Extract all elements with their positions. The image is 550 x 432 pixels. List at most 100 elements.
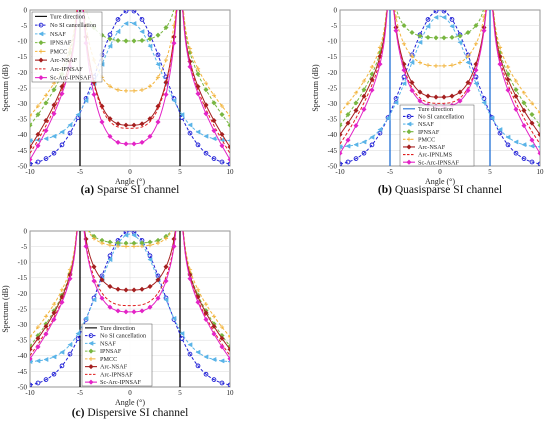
series-marker bbox=[203, 354, 209, 360]
series-marker bbox=[195, 287, 201, 292]
series-marker bbox=[513, 150, 519, 156]
series-marker bbox=[529, 120, 535, 126]
series-line bbox=[30, 231, 230, 338]
series-marker bbox=[115, 286, 121, 292]
series-marker bbox=[537, 161, 540, 166]
series-marker bbox=[361, 150, 367, 156]
chart-panel-1: -10 -5 0 5 100-5-10-15-20-25-30-35-40-45-50A… bbox=[1, 6, 234, 196]
series-marker bbox=[353, 142, 359, 148]
series-marker bbox=[345, 120, 351, 126]
series-marker bbox=[353, 100, 359, 106]
series-marker bbox=[377, 45, 383, 50]
series-marker bbox=[340, 132, 343, 138]
series-marker bbox=[139, 121, 145, 127]
series-marker bbox=[345, 112, 351, 118]
series-marker bbox=[211, 100, 217, 106]
series-marker bbox=[171, 243, 177, 249]
series-marker bbox=[211, 156, 217, 161]
x-tick-label: -5 bbox=[77, 168, 83, 176]
series-marker bbox=[369, 76, 375, 82]
series-marker bbox=[497, 45, 503, 50]
y-tick-label: -40 bbox=[18, 131, 28, 139]
series-marker bbox=[179, 112, 185, 118]
legend-entry: No SI cancellation bbox=[418, 114, 464, 121]
series-marker bbox=[123, 141, 129, 147]
legend-entry: Arc-NSAF bbox=[100, 364, 128, 371]
y-tick-label: 0 bbox=[24, 6, 28, 14]
series-marker bbox=[433, 63, 439, 68]
series-marker bbox=[147, 133, 153, 139]
series-marker bbox=[43, 156, 49, 161]
series-marker bbox=[211, 314, 217, 319]
legend-marker bbox=[88, 379, 94, 385]
series-marker bbox=[340, 110, 343, 115]
series-marker bbox=[75, 331, 81, 337]
series-marker bbox=[369, 71, 375, 77]
series-marker bbox=[30, 138, 33, 144]
series-marker bbox=[513, 78, 519, 84]
series-marker bbox=[123, 38, 129, 44]
y-tick-label: -5 bbox=[21, 22, 27, 30]
x-tick-label: -5 bbox=[77, 389, 83, 397]
x-tick-label: -5 bbox=[387, 168, 393, 176]
series-marker bbox=[91, 236, 97, 241]
x-tick-label: 10 bbox=[227, 168, 235, 176]
series-marker bbox=[195, 129, 201, 135]
series-marker bbox=[35, 344, 41, 350]
series-marker bbox=[425, 17, 431, 22]
series-marker bbox=[465, 54, 471, 59]
legend-entry: Ture direction bbox=[100, 325, 135, 332]
series-marker bbox=[131, 122, 137, 128]
series-marker bbox=[393, 28, 399, 34]
series-marker bbox=[195, 349, 201, 355]
series-marker bbox=[30, 157, 33, 163]
series-marker bbox=[340, 122, 343, 128]
series-marker bbox=[441, 10, 447, 14]
series-marker bbox=[473, 80, 479, 87]
y-tick-label: -35 bbox=[18, 337, 28, 345]
series-marker bbox=[107, 243, 113, 248]
y-tick-label: 0 bbox=[24, 227, 28, 235]
series-marker bbox=[59, 142, 65, 148]
series-marker bbox=[147, 84, 153, 89]
series-marker bbox=[115, 87, 121, 92]
y-tick-label: -40 bbox=[328, 131, 338, 139]
series-marker bbox=[497, 61, 503, 67]
series-marker bbox=[59, 349, 65, 355]
series-marker bbox=[107, 84, 113, 89]
series-marker bbox=[433, 94, 439, 100]
series-marker bbox=[187, 46, 193, 51]
series-marker bbox=[179, 336, 185, 341]
series-marker bbox=[131, 21, 137, 27]
series-marker bbox=[409, 60, 415, 66]
series-marker bbox=[211, 128, 217, 134]
series-marker bbox=[521, 100, 527, 106]
x-axis-label: Angle (°) bbox=[115, 177, 145, 186]
series-marker bbox=[227, 334, 230, 339]
y-tick-label: -20 bbox=[18, 290, 28, 298]
series-marker bbox=[147, 43, 153, 49]
y-tick-label: -15 bbox=[328, 53, 338, 61]
series-marker bbox=[99, 119, 105, 125]
series-marker bbox=[409, 30, 415, 36]
series-marker bbox=[481, 28, 487, 34]
series-marker bbox=[219, 324, 225, 330]
series-group bbox=[30, 231, 230, 387]
series-marker bbox=[115, 308, 121, 314]
series-marker bbox=[123, 232, 129, 238]
series-marker bbox=[537, 145, 540, 149]
series-line bbox=[30, 231, 230, 359]
series-marker bbox=[35, 131, 41, 137]
series-marker bbox=[481, 100, 487, 106]
series-marker bbox=[449, 63, 455, 68]
chart-panel-2: -10 -5 0 5 100-5-10-15-20-25-30-35-40-45-50A… bbox=[311, 6, 544, 196]
series-marker bbox=[155, 75, 161, 80]
series-marker bbox=[30, 144, 33, 150]
legend-box bbox=[399, 104, 475, 167]
series-marker bbox=[457, 98, 463, 104]
series-marker bbox=[155, 32, 161, 38]
series-marker bbox=[139, 29, 145, 35]
y-tick-label: -50 bbox=[18, 383, 28, 391]
series-marker bbox=[489, 115, 495, 121]
series-marker bbox=[107, 43, 113, 49]
